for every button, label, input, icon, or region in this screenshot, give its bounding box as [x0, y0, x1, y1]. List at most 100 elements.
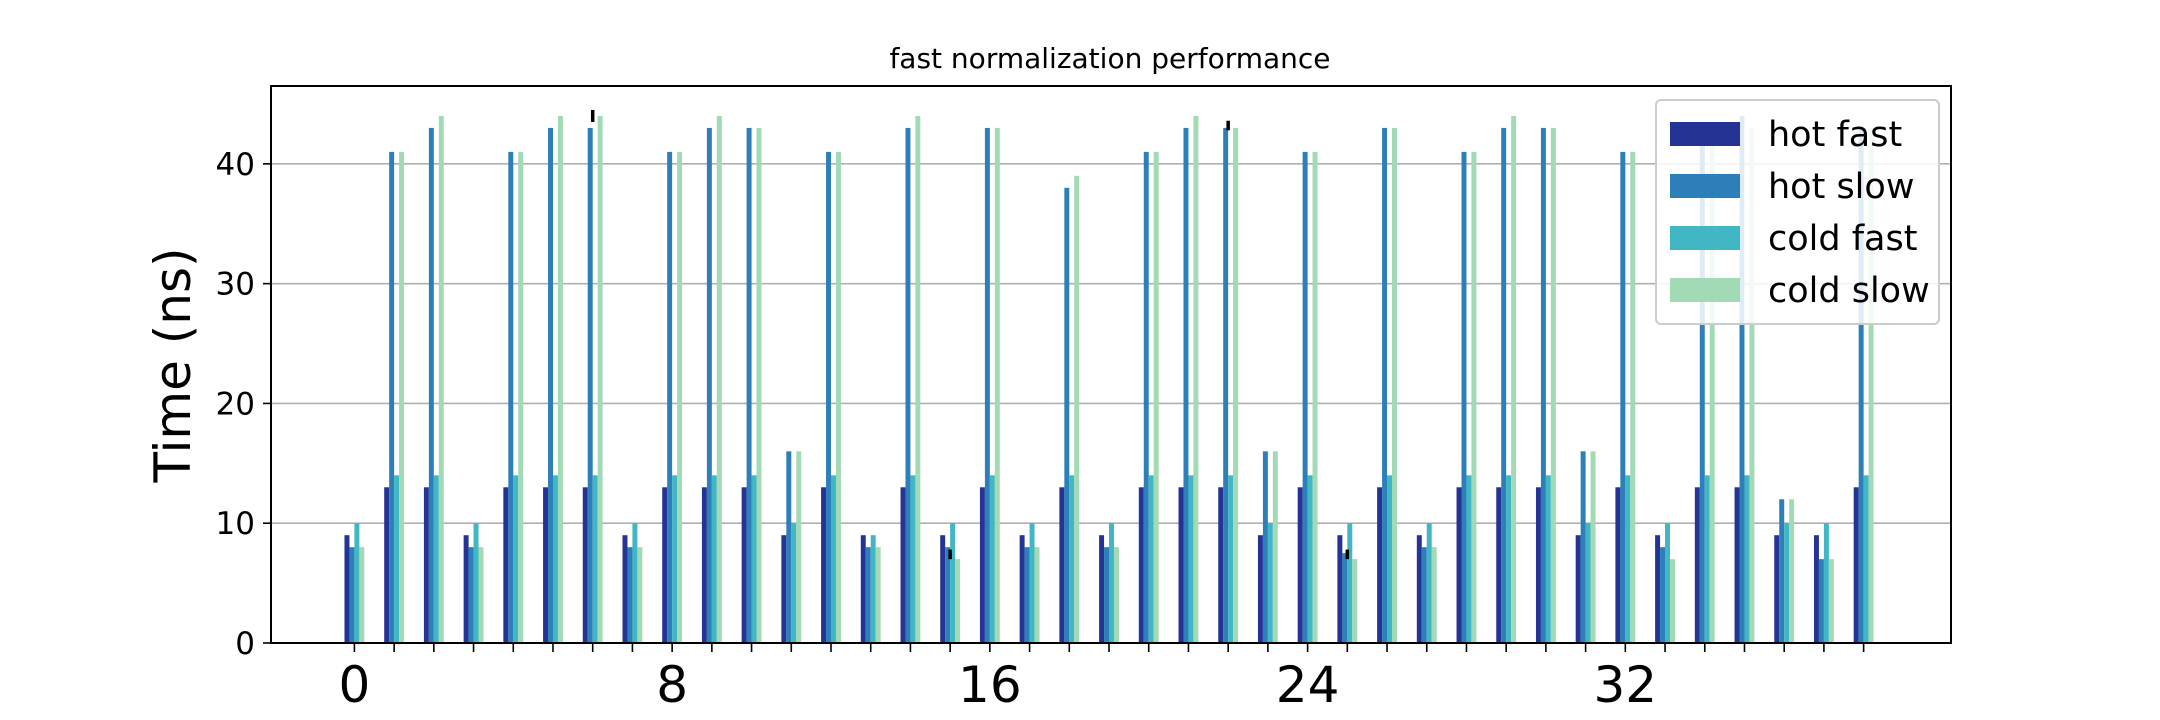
bar	[468, 547, 474, 643]
bar	[1461, 151, 1467, 643]
bar	[1223, 127, 1229, 643]
bar	[1784, 523, 1790, 643]
bar	[1704, 475, 1710, 643]
bar	[1347, 523, 1353, 643]
bar	[1387, 475, 1392, 643]
bar	[826, 151, 831, 643]
bar	[1625, 475, 1631, 643]
bar	[1059, 487, 1065, 643]
bar	[1749, 127, 1755, 643]
legend-label: cold fast	[1768, 219, 1917, 259]
x-tick-label: 0	[338, 656, 370, 714]
bar	[1148, 475, 1154, 643]
bar	[1823, 523, 1829, 643]
bar	[344, 535, 350, 643]
bar	[582, 487, 588, 643]
bar	[478, 547, 484, 643]
bar	[1655, 535, 1661, 643]
bar	[1421, 547, 1427, 643]
bar	[1377, 487, 1383, 643]
bar	[796, 451, 802, 643]
bar	[1113, 547, 1119, 643]
bar	[751, 475, 757, 643]
bar	[1660, 547, 1666, 643]
bar	[438, 115, 444, 644]
bar	[1272, 451, 1278, 643]
bar	[1466, 475, 1472, 643]
bar	[701, 487, 707, 643]
bar	[716, 115, 722, 644]
bar	[1670, 559, 1675, 643]
bar	[1858, 127, 1864, 643]
bar	[1342, 553, 1348, 643]
bar	[518, 151, 524, 643]
bar	[1034, 547, 1040, 643]
bar	[1391, 127, 1397, 643]
bar	[1853, 487, 1859, 643]
y-ticks: 0 10 20 30 40	[216, 147, 271, 662]
bar	[1074, 175, 1080, 643]
x-tick-label: 16	[958, 656, 1022, 714]
y-tick-label: 0	[235, 626, 255, 662]
bar	[1233, 127, 1239, 643]
bar	[950, 523, 956, 643]
legend-swatch	[1670, 122, 1740, 146]
bar	[741, 487, 747, 643]
bar	[1774, 535, 1780, 643]
bar	[905, 127, 911, 643]
bar	[860, 535, 866, 643]
bar	[1024, 547, 1030, 643]
bar	[1545, 475, 1551, 643]
y-tick-label: 20	[216, 386, 255, 422]
bar	[786, 451, 792, 643]
bar	[592, 475, 598, 643]
legend-label: hot fast	[1768, 115, 1902, 155]
bar	[940, 535, 946, 643]
bar	[955, 559, 961, 643]
bar	[1228, 475, 1234, 643]
bar	[1501, 127, 1507, 643]
bar	[1104, 547, 1110, 643]
bar	[1580, 451, 1586, 643]
bar	[1456, 487, 1462, 643]
bar	[463, 535, 469, 643]
legend-label: cold slow	[1768, 271, 1930, 311]
legend: hot fast hot slow cold fast cold slow	[1655, 99, 1940, 325]
bar	[543, 487, 549, 643]
bar	[1297, 487, 1303, 643]
bar	[1694, 487, 1700, 643]
y-tick-label: 10	[216, 506, 255, 542]
bar	[1178, 487, 1184, 643]
bar	[1431, 547, 1437, 643]
bar	[1818, 559, 1824, 643]
bar	[1257, 535, 1263, 643]
bar	[394, 475, 400, 643]
bar	[428, 127, 434, 643]
x-tick-label: 8	[656, 656, 688, 714]
bar	[1665, 523, 1671, 643]
bar	[1193, 115, 1199, 644]
legend-box	[1655, 99, 1940, 325]
bar	[622, 535, 628, 643]
bar	[1709, 139, 1715, 643]
bar	[1064, 187, 1070, 643]
bars	[344, 115, 1874, 644]
bar	[632, 523, 638, 643]
bar	[1739, 115, 1745, 644]
bar	[1506, 475, 1512, 643]
legend-label: hot slow	[1768, 167, 1914, 207]
bar	[1382, 127, 1388, 643]
bar	[389, 151, 395, 643]
bar	[627, 547, 633, 643]
bar	[821, 487, 827, 643]
bar	[433, 475, 439, 643]
legend-swatch	[1670, 226, 1740, 250]
bar	[548, 127, 553, 643]
bar	[513, 475, 519, 643]
bar	[989, 475, 995, 643]
bar	[1779, 499, 1785, 643]
bar	[1863, 475, 1869, 643]
bar	[1699, 127, 1705, 643]
bar	[1019, 535, 1025, 643]
y-tick-label: 30	[216, 267, 255, 303]
